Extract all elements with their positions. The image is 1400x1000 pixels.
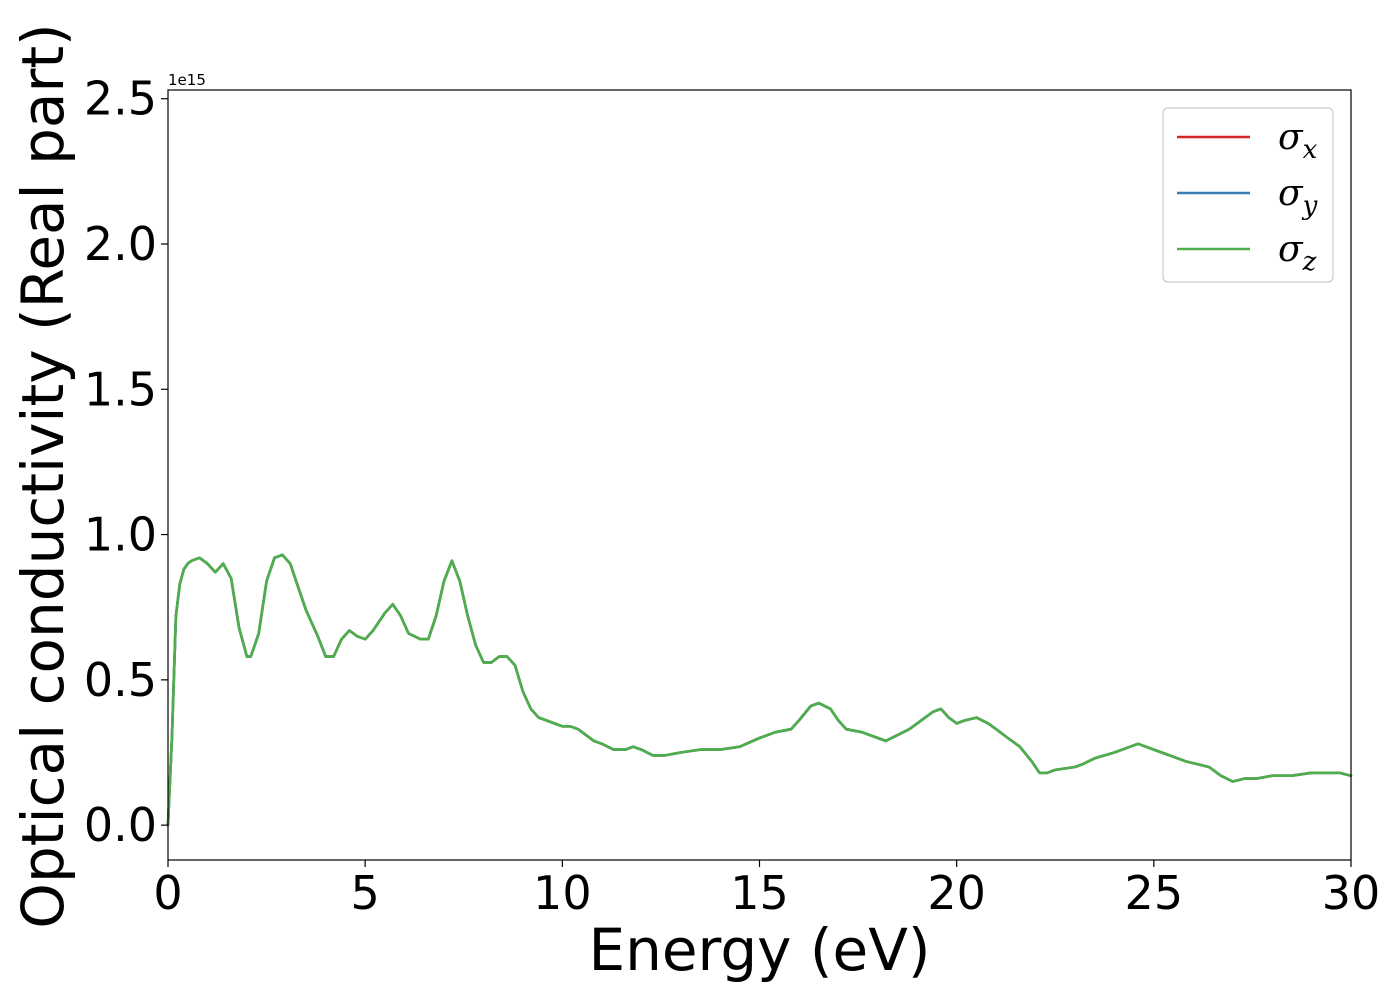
series-line-z (166, 553, 1353, 827)
y-tick-label: 0.5 (84, 653, 157, 707)
plot-area (168, 90, 1351, 860)
x-tick-label: 5 (351, 866, 380, 920)
series-layer (166, 553, 1353, 827)
y-axis: 0.0 0.5 1.0 1.5 2.0 2.5 (84, 72, 168, 852)
y-tick-label: 1.0 (84, 508, 157, 562)
x-tick-label: 20 (927, 866, 986, 920)
x-tick-label: 30 (1322, 866, 1381, 920)
y-tick-label: 0.0 (84, 798, 157, 852)
x-tick-label: 0 (153, 866, 182, 920)
x-tick-label: 15 (730, 866, 789, 920)
x-tick-label: 25 (1125, 866, 1184, 920)
y-tick-label: 2.0 (84, 217, 157, 271)
x-axis: 0 5 10 15 20 25 30 (153, 860, 1380, 920)
x-tick-label: 10 (533, 866, 592, 920)
y-axis-title: Optical conductivity (Real part) (9, 23, 77, 928)
y-tick-label: 2.5 (84, 72, 157, 126)
y-tick-label: 1.5 (84, 362, 157, 416)
x-axis-title: Energy (eV) (588, 916, 930, 984)
legend-box (1162, 107, 1334, 283)
y-offset-label: 1e15 (168, 71, 206, 89)
